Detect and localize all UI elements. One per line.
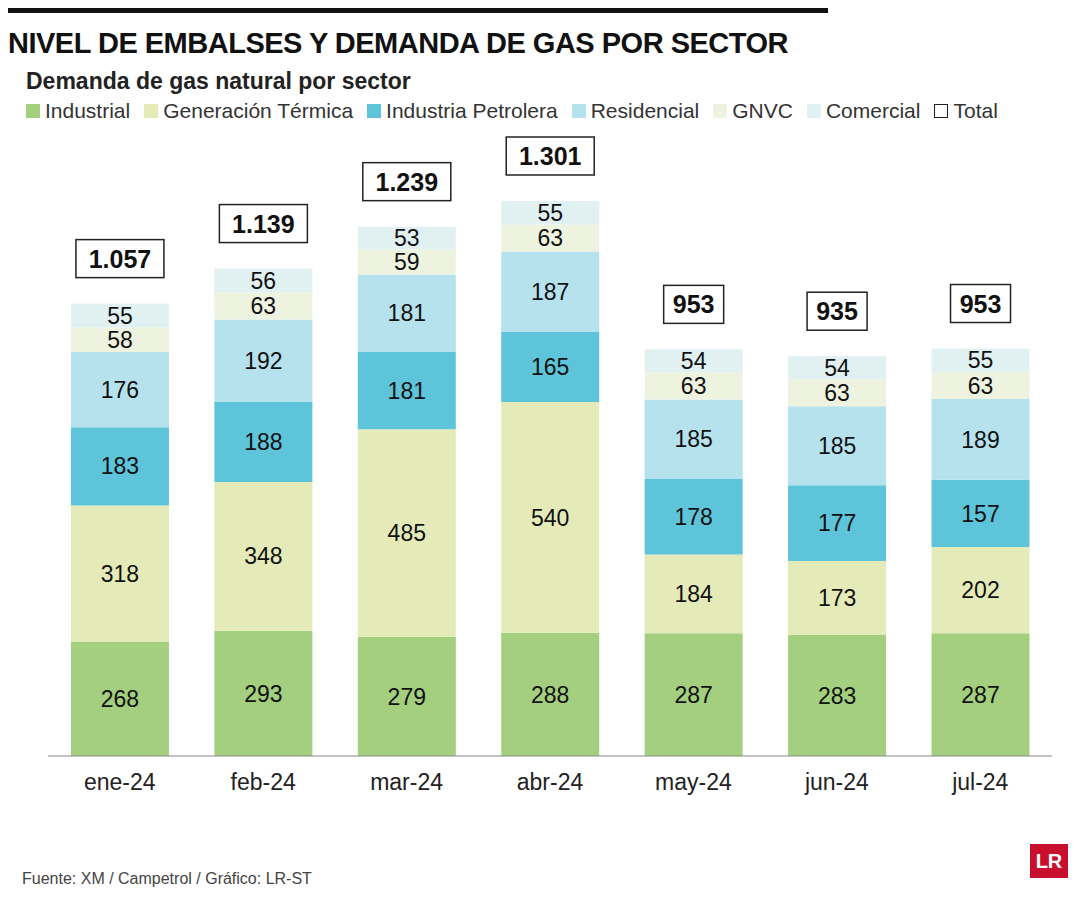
html-text:LR: LR bbox=[1035, 849, 1063, 872]
svg-text:63: 63 bbox=[824, 380, 850, 406]
svg-text:181: 181 bbox=[388, 378, 426, 404]
svg-text:283: 283 bbox=[818, 683, 856, 709]
svg-text:184: 184 bbox=[674, 581, 713, 607]
html-text:Comercial: Comercial bbox=[825, 99, 921, 122]
svg-text:188: 188 bbox=[244, 429, 282, 455]
svg-text:935: 935 bbox=[816, 297, 858, 325]
html-text:Industria Petrolera: Industria Petrolera bbox=[386, 99, 558, 122]
svg-text:187: 187 bbox=[531, 279, 569, 305]
svg-text:348: 348 bbox=[244, 543, 282, 569]
svg-text:1.139: 1.139 bbox=[232, 210, 295, 238]
svg-text:202: 202 bbox=[961, 577, 999, 603]
svg-text:58: 58 bbox=[107, 327, 133, 353]
svg-text:63: 63 bbox=[251, 293, 277, 319]
svg-text:feb-24: feb-24 bbox=[231, 769, 296, 795]
svg-text:485: 485 bbox=[388, 520, 426, 546]
svg-text:268: 268 bbox=[101, 686, 139, 712]
svg-text:55: 55 bbox=[968, 347, 994, 373]
svg-text:157: 157 bbox=[961, 501, 999, 527]
html-text:Demanda de gas natural por sec: Demanda de gas natural por sector bbox=[26, 68, 411, 94]
svg-text:287: 287 bbox=[674, 682, 712, 708]
svg-text:178: 178 bbox=[674, 504, 712, 530]
svg-text:63: 63 bbox=[681, 373, 707, 399]
svg-text:953: 953 bbox=[960, 290, 1002, 318]
html-text:GNVC: GNVC bbox=[732, 99, 793, 122]
svg-text:953: 953 bbox=[673, 290, 715, 318]
svg-text:1.301: 1.301 bbox=[519, 142, 582, 170]
svg-text:56: 56 bbox=[251, 268, 277, 294]
svg-text:318: 318 bbox=[101, 561, 139, 587]
html-text:NIVEL DE EMBALSES Y DEMANDA DE: NIVEL DE EMBALSES Y DEMANDA DE GAS POR S… bbox=[8, 27, 788, 59]
svg-text:185: 185 bbox=[674, 426, 712, 452]
svg-text:55: 55 bbox=[537, 200, 563, 226]
html-text:Residencial: Residencial bbox=[590, 99, 700, 122]
svg-text:1.057: 1.057 bbox=[89, 245, 152, 273]
svg-text:293: 293 bbox=[244, 681, 282, 707]
svg-text:288: 288 bbox=[531, 682, 569, 708]
svg-text:63: 63 bbox=[968, 373, 994, 399]
svg-text:1.239: 1.239 bbox=[376, 168, 439, 196]
svg-text:may-24: may-24 bbox=[655, 769, 732, 795]
svg-text:165: 165 bbox=[531, 354, 569, 380]
svg-text:177: 177 bbox=[818, 510, 856, 536]
svg-text:185: 185 bbox=[818, 433, 856, 459]
svg-text:279: 279 bbox=[388, 684, 426, 710]
svg-text:abr-24: abr-24 bbox=[517, 769, 584, 795]
svg-text:mar-24: mar-24 bbox=[370, 769, 443, 795]
svg-text:54: 54 bbox=[824, 355, 850, 381]
svg-text:59: 59 bbox=[394, 249, 420, 275]
svg-text:55: 55 bbox=[107, 303, 133, 329]
svg-text:54: 54 bbox=[681, 348, 707, 374]
svg-text:63: 63 bbox=[537, 225, 563, 251]
svg-text:183: 183 bbox=[101, 453, 139, 479]
svg-text:540: 540 bbox=[531, 505, 569, 531]
svg-text:189: 189 bbox=[961, 427, 999, 453]
svg-text:jun-24: jun-24 bbox=[804, 769, 869, 795]
html-text:Fuente: XM / Campetrol / Gráfi: Fuente: XM / Campetrol / Gráfico: LR-ST bbox=[22, 870, 312, 887]
html-text:Generación Térmica: Generación Térmica bbox=[163, 99, 354, 122]
svg-text:287: 287 bbox=[961, 682, 999, 708]
svg-text:jul-24: jul-24 bbox=[951, 769, 1008, 795]
svg-text:181: 181 bbox=[388, 300, 426, 326]
svg-text:176: 176 bbox=[101, 377, 139, 403]
svg-text:ene-24: ene-24 bbox=[84, 769, 156, 795]
svg-text:173: 173 bbox=[818, 585, 856, 611]
html-text:Industrial: Industrial bbox=[45, 99, 131, 122]
svg-text:192: 192 bbox=[244, 348, 282, 374]
svg-text:53: 53 bbox=[394, 225, 420, 251]
html-text:Total: Total bbox=[953, 99, 998, 122]
